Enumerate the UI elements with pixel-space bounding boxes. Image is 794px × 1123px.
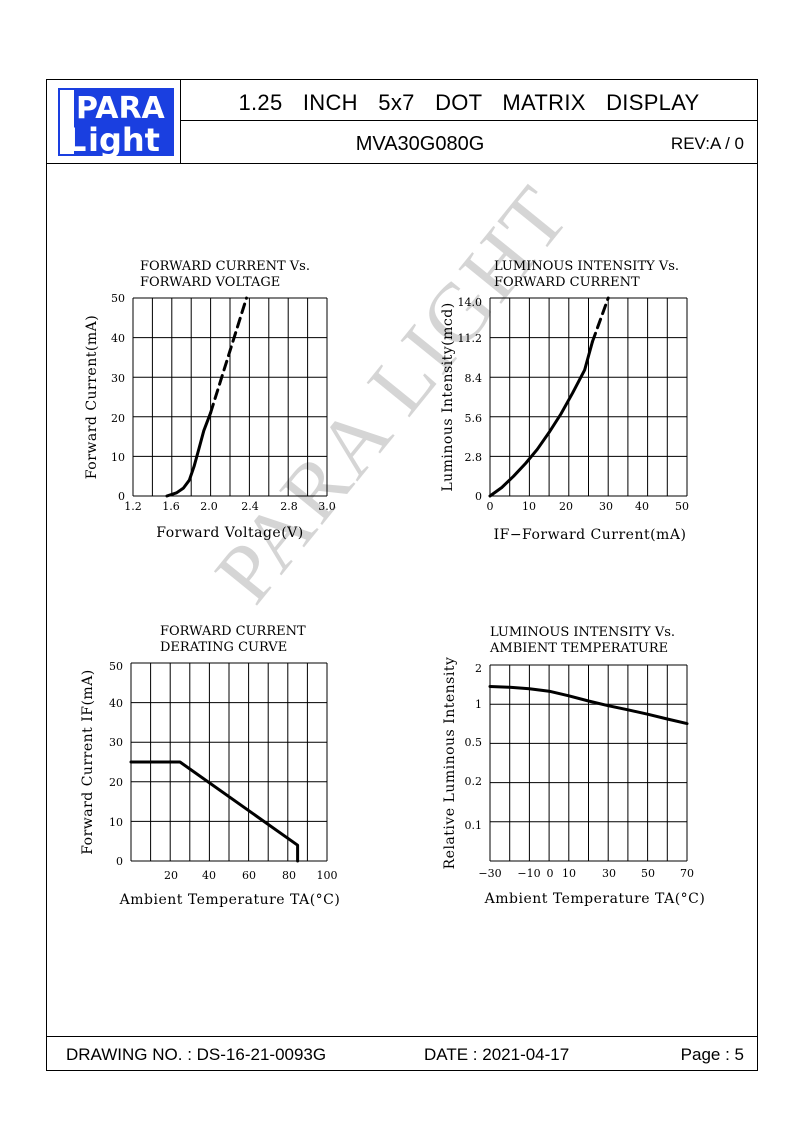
x-tick-label: 20 — [559, 500, 573, 513]
y-tick-label: 0.2 — [465, 775, 483, 788]
y-tick-label: 10 — [109, 816, 123, 829]
logo-divider — [180, 79, 181, 163]
drawing-number: DRAWING NO. : DS-16-21-0093G — [66, 1045, 327, 1064]
series-line — [209, 296, 248, 415]
document-title: 1.25 INCH 5x7 DOT MATRIX DISPLAY — [238, 90, 700, 115]
x-axis-label: Ambient Temperature TA(°C) — [484, 891, 706, 907]
y-tick-label: 50 — [111, 292, 125, 305]
x-tick-label: 10 — [562, 867, 576, 880]
drawing-date: DATE : 2021-04-17 — [424, 1045, 570, 1064]
series-line — [165, 411, 213, 498]
x-tick-label: 40 — [202, 869, 216, 882]
header-bottom-rule — [46, 163, 758, 164]
x-tick-label: 80 — [282, 869, 296, 882]
x-tick-label: 1.6 — [162, 500, 180, 513]
x-tick-label: −30 — [478, 867, 501, 880]
y-tick-label: 0 — [116, 855, 123, 868]
series-line — [488, 340, 594, 498]
series-line — [488, 685, 689, 726]
x-axis-label: Ambient Temperature TA(°C) — [119, 892, 341, 908]
x-tick-label: 20 — [164, 869, 178, 882]
chart-title: LUMINOUS INTENSITY Vs. — [494, 259, 679, 274]
x-tick-label: 0 — [547, 867, 554, 880]
series-line — [590, 296, 610, 344]
x-tick-label: −10 — [517, 867, 540, 880]
x-tick-label: 10 — [522, 500, 536, 513]
y-axis-label: Luminous Intensity(mcd) — [440, 302, 456, 491]
x-tick-label: 50 — [641, 867, 655, 880]
y-tick-label: 0.1 — [465, 819, 483, 832]
chart-title: FORWARD VOLTAGE — [140, 275, 280, 290]
y-tick-label: 2 — [475, 662, 482, 675]
y-tick-label: 8.4 — [465, 372, 483, 385]
x-tick-label: 1.2 — [124, 500, 142, 513]
x-tick-label: 3.0 — [318, 500, 336, 513]
y-tick-label: 40 — [111, 332, 125, 345]
x-tick-label: 100 — [317, 869, 338, 882]
logo-left-bar — [60, 90, 74, 154]
logo-top-text: PARA — [76, 91, 166, 126]
y-tick-label: 0 — [118, 490, 125, 503]
x-tick-label: 2.0 — [200, 500, 218, 513]
revision-label: REV:A / 0 — [670, 134, 744, 153]
x-tick-label: 70 — [680, 867, 694, 880]
y-tick-label: 20 — [109, 776, 123, 789]
y-tick-label: 5.6 — [465, 412, 483, 425]
x-axis-label: IF−Forward Current(mA) — [494, 527, 687, 543]
footer-top-rule — [46, 1036, 758, 1037]
y-tick-label: 40 — [109, 697, 123, 710]
y-tick-label: 30 — [111, 372, 125, 385]
chart-title: FORWARD CURRENT — [160, 624, 306, 639]
series-line — [129, 760, 300, 863]
y-tick-label: 10 — [111, 451, 125, 464]
y-tick-label: 50 — [109, 660, 123, 673]
part-number: MVA30G080G — [355, 133, 485, 155]
y-axis-label: Forward Current(mA) — [84, 315, 100, 479]
x-tick-label: 60 — [242, 869, 256, 882]
y-tick-label: 0 — [475, 490, 482, 503]
chart-title: FORWARD CURRENT Vs. — [140, 259, 310, 274]
chart-title: DERATING CURVE — [160, 640, 287, 655]
chart-title: FORWARD CURRENT — [494, 275, 640, 290]
y-tick-label: 20 — [111, 412, 125, 425]
y-tick-label: 1 — [475, 698, 482, 711]
x-tick-label: 30 — [599, 500, 613, 513]
para-light-logo: PARA L ight — [58, 88, 174, 156]
x-tick-label: 40 — [635, 500, 649, 513]
logo-background — [58, 88, 174, 156]
page-frame — [46, 79, 758, 1071]
x-tick-label: 50 — [675, 500, 689, 513]
y-axis-label: Forward Current IF(mA) — [80, 669, 96, 855]
x-tick-label: 2.8 — [280, 500, 298, 513]
y-tick-label: 30 — [109, 736, 123, 749]
chart-title: AMBIENT TEMPERATURE — [489, 641, 668, 656]
x-tick-label: 30 — [602, 867, 616, 880]
y-tick-label: 0.5 — [465, 736, 483, 749]
header-divider — [180, 120, 758, 121]
x-tick-label: 2.4 — [241, 500, 259, 513]
y-axis-label: Relative Luminous Intensity — [442, 657, 458, 870]
logo-letter: L — [66, 121, 86, 156]
page-number: Page : 5 — [680, 1045, 744, 1064]
y-tick-label: 11.2 — [458, 332, 483, 345]
x-axis-label: Forward Voltage(V) — [156, 525, 304, 541]
y-tick-label: 14.0 — [458, 296, 483, 309]
x-tick-label: 0 — [487, 500, 494, 513]
logo-bottom-text: ight — [88, 121, 160, 156]
y-tick-label: 2.8 — [465, 451, 483, 464]
chart-title: LUMINOUS INTENSITY Vs. — [490, 625, 675, 640]
